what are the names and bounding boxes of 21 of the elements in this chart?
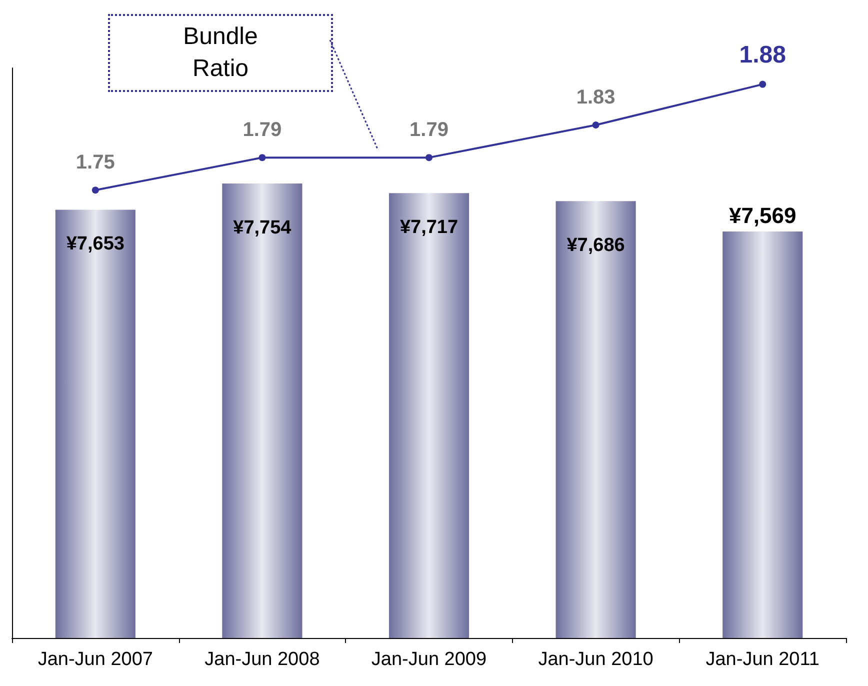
data-label: ¥7,686 xyxy=(566,235,625,256)
point xyxy=(759,80,766,88)
data-label: 1.79 xyxy=(410,119,448,142)
point xyxy=(592,122,600,128)
x-tick-label: Jan-Jun 2008 xyxy=(204,649,320,670)
x-tick-label: Jan-Jun 2010 xyxy=(538,649,654,670)
data-label: ¥7,754 xyxy=(233,218,292,239)
data-label: ¥7,717 xyxy=(400,217,458,238)
x-tick-label: Jan-Jun 2009 xyxy=(371,649,487,670)
annotation: Bundle Ratio xyxy=(182,22,259,84)
data-label: ¥7,569 xyxy=(728,202,796,228)
data-label: 1.83 xyxy=(576,86,616,108)
point xyxy=(426,154,432,162)
data-label: 1.75 xyxy=(76,152,115,174)
data-label: 1.88 xyxy=(739,41,786,68)
x-tick-label: Jan-Jun 2011 xyxy=(706,649,820,670)
point xyxy=(258,154,266,162)
point xyxy=(92,186,99,194)
data-label: ¥7,653 xyxy=(66,234,124,255)
x-tick-label: Jan-Jun 2007 xyxy=(38,649,153,670)
data-label: 1.79 xyxy=(242,119,282,142)
